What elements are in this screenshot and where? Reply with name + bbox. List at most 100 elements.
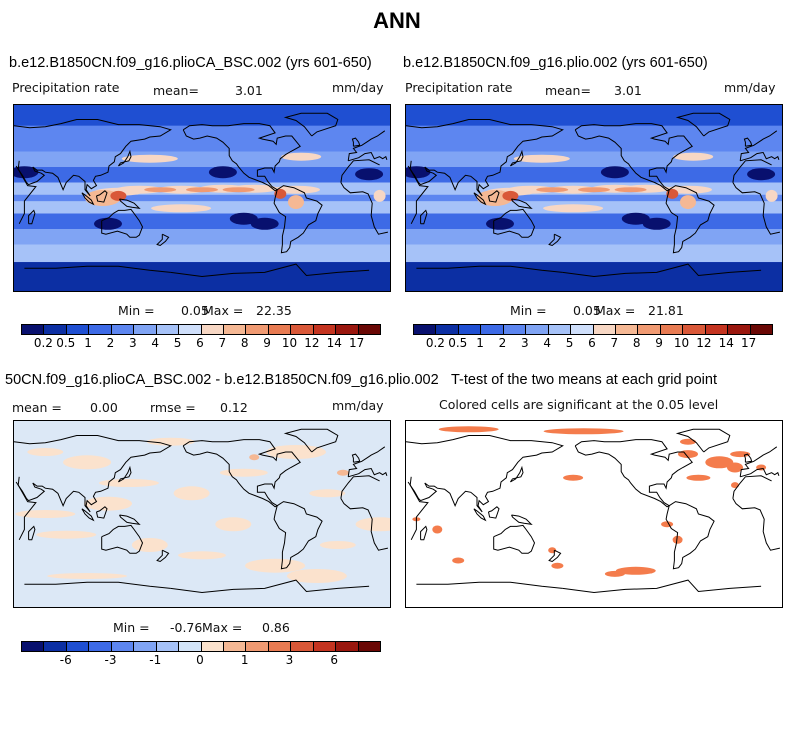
colorbar-swatch [268, 642, 292, 651]
precip-region [406, 244, 782, 263]
coastline [511, 514, 533, 526]
panel1-title: b.e12.B1850CN.f09_g16.plioCA_BSC.002 (yr… [9, 55, 372, 71]
precip-region [406, 213, 782, 229]
storm-track [281, 152, 322, 161]
colorbar-tick-label: 14 [326, 336, 342, 350]
colorbar-tick-label: 6 [588, 336, 596, 350]
significant-cell [672, 535, 683, 544]
panel1-min-label: Min = [118, 303, 155, 318]
colorbar-swatch [66, 642, 90, 651]
panel1-units: mm/day [332, 80, 384, 95]
colorbar-tick-label: 17 [348, 336, 365, 350]
coastline [416, 581, 563, 589]
coastline [562, 263, 762, 278]
coastline [347, 130, 386, 161]
anomaly-positive [215, 517, 252, 532]
colorbar-swatch [436, 325, 459, 334]
coastline [156, 549, 170, 563]
dry-region [94, 217, 122, 230]
panel3-rmse-value: 0.12 [220, 400, 248, 415]
anomaly-positive [266, 445, 326, 459]
colorbar-tick-label: 3 [521, 336, 529, 350]
precip-region [406, 167, 782, 183]
panel3-max-value: 0.86 [262, 620, 290, 635]
colorbar-swatch [458, 325, 482, 334]
colorbar-swatch [414, 325, 437, 334]
coastline [574, 439, 693, 508]
colorbar-swatch [89, 325, 112, 334]
colorbar-tick-label: 8 [632, 336, 641, 350]
panel3-max-label: Max = [202, 620, 243, 635]
precip-maximum [502, 190, 519, 201]
coastline [347, 446, 386, 477]
coastline [406, 119, 564, 197]
dry-region [621, 212, 650, 225]
colorbar-tick-label: -6 [59, 653, 72, 667]
coastline [740, 151, 780, 162]
colorbar-tick-label: 5 [565, 336, 574, 350]
panel2-units: mm/day [724, 80, 776, 95]
panel1-variable-label: Precipitation rate [12, 80, 120, 95]
colorbar-tick-label: 0.2 [33, 336, 53, 350]
itcz-core [222, 187, 255, 193]
dry-region [486, 217, 514, 230]
significant-cell [563, 474, 584, 481]
coastline [511, 198, 533, 210]
precip-maximum [765, 189, 778, 202]
panel3-mean-label: mean = [12, 400, 62, 415]
precip-maximum [274, 188, 287, 199]
panel3-mean-value: 0.00 [90, 400, 118, 415]
precip-region [406, 151, 782, 167]
coastline [732, 475, 772, 499]
panel3-rmse-label: rmse = [150, 400, 196, 415]
colorbar-tick-label: 9 [263, 336, 271, 350]
coastline [119, 198, 141, 210]
panel1-max-value: 22.35 [256, 303, 292, 318]
colorbar-tick-label: 3 [129, 336, 137, 350]
spcz [543, 204, 604, 213]
itcz-core [186, 187, 218, 193]
colorbar-tick-label: 3 [285, 653, 294, 667]
colorbar-tick-label: 6 [196, 336, 204, 350]
colorbar-swatch [638, 325, 661, 334]
coastline [574, 123, 693, 192]
coastline [509, 149, 524, 167]
significant-cell [731, 482, 739, 489]
anomaly-positive [63, 455, 112, 470]
panel2-variable-label: Precipitation rate [405, 80, 513, 95]
panel2-min-label: Min = [510, 303, 547, 318]
colorbar-swatch [179, 325, 202, 334]
colorbar-swatch [201, 642, 224, 651]
coastline [182, 439, 301, 508]
precip-maximum [666, 188, 679, 199]
coastline [406, 435, 564, 513]
panel1-min-value: 0.05 [181, 303, 209, 318]
precip-region [406, 194, 782, 202]
colorbar-tick-label: 14 [718, 336, 734, 350]
precip-region [14, 194, 390, 202]
precip-maximum [288, 195, 304, 210]
colorbar-swatch [548, 325, 572, 334]
dry-region [406, 166, 431, 179]
panel2-title: b.e12.B1850CN.f09_g16.plio.002 (yrs 601-… [403, 55, 708, 71]
colorbar-swatch [358, 325, 380, 334]
coastline [182, 123, 301, 192]
coastline [739, 130, 778, 161]
coastline [273, 185, 323, 254]
precip-region [406, 125, 782, 152]
panel4-map [405, 420, 783, 608]
coastline [117, 149, 132, 167]
colorbar-tick-label: 0.2 [425, 336, 445, 350]
dry-region [250, 217, 279, 230]
significant-cell [438, 426, 499, 433]
colorbar-tick-label: 1 [84, 336, 92, 350]
dry-region [747, 168, 776, 181]
colorbar-swatch [593, 325, 616, 334]
dry-region [229, 212, 258, 225]
coastline [351, 453, 361, 463]
coastline [739, 446, 778, 477]
colorbar-swatch [89, 642, 112, 651]
colorbar-tick-label: 2 [498, 336, 507, 350]
panel1-mean-label: mean= [153, 83, 199, 98]
coastline [340, 475, 380, 499]
